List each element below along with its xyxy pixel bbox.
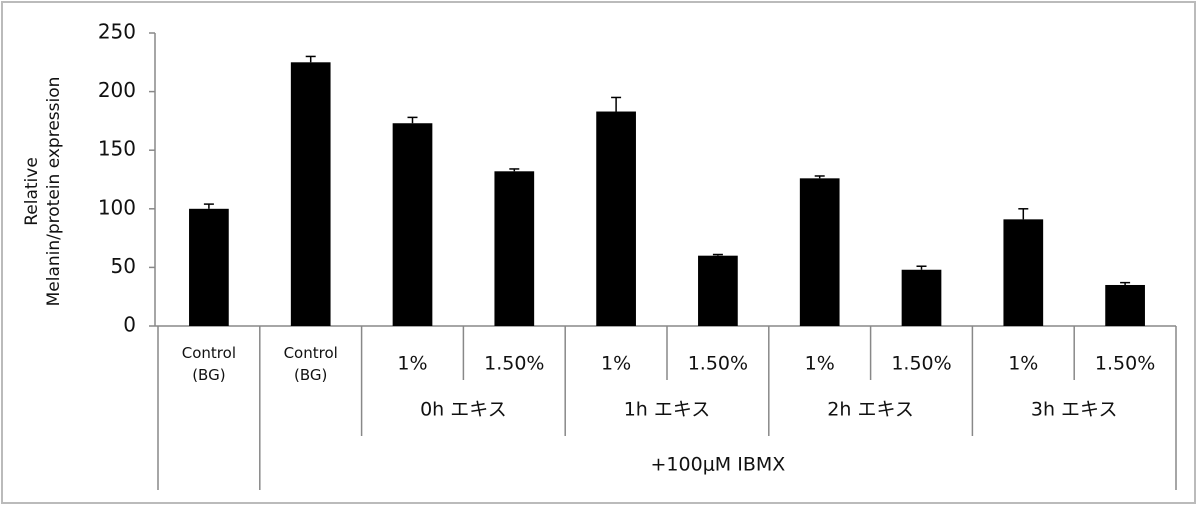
- bar: [698, 255, 738, 326]
- y-axis-label: Relative: [22, 157, 42, 226]
- bar: [290, 62, 331, 327]
- bar: [799, 178, 840, 326]
- bar: [494, 171, 535, 326]
- bar: [1105, 284, 1145, 326]
- bar: [596, 111, 636, 326]
- group-label: 0h エキス: [420, 399, 507, 421]
- bar: [392, 123, 433, 326]
- x-tick-label: 1.50%: [1095, 353, 1155, 375]
- y-axis-label: Melanin/protein expression: [44, 77, 64, 307]
- y-tick-label: 0: [123, 313, 136, 337]
- x-tick-label: 1%: [1008, 353, 1038, 375]
- group-label: 2h エキス: [827, 399, 914, 421]
- group-label: 3h エキス: [1031, 399, 1118, 421]
- x-tick-label: Control (BG): [283, 344, 338, 384]
- x-tick-label: Control (BG): [181, 344, 236, 384]
- y-tick-label: 50: [111, 254, 136, 278]
- y-tick-label: 250: [98, 20, 136, 44]
- y-tick-label: 100: [98, 195, 136, 219]
- bar: [901, 269, 942, 326]
- x-tick-label: 1%: [397, 353, 427, 375]
- x-tick-label-box: Control (BG): [283, 344, 338, 384]
- x-tick-label: 1.50%: [891, 353, 951, 375]
- x-tick-label: 1%: [805, 353, 835, 375]
- group-label: 1h エキス: [624, 399, 711, 421]
- outer-label: +100μM IBMX: [651, 454, 786, 476]
- x-tick-label: 1%: [601, 353, 631, 375]
- bar: [1003, 219, 1044, 326]
- y-tick-label: 200: [98, 78, 136, 102]
- bar: [189, 208, 229, 326]
- x-tick-label: 1.50%: [688, 353, 748, 375]
- x-tick-label-box: Control (BG): [181, 344, 236, 384]
- x-tick-label: 1.50%: [484, 353, 544, 375]
- y-tick-label: 150: [98, 137, 136, 161]
